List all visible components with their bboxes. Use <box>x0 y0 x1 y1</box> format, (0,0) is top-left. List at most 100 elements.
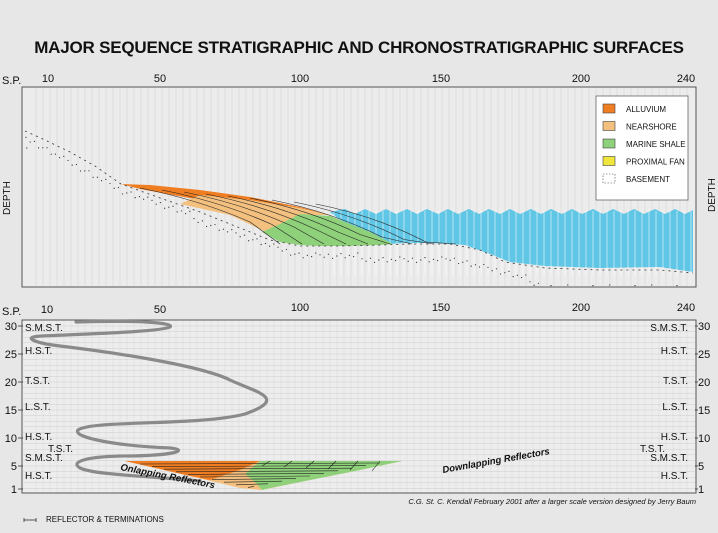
basement-dot <box>479 266 481 268</box>
basement-dot <box>306 254 308 256</box>
basement-dot <box>651 284 653 286</box>
tract-label-right: S.M.S.T. <box>650 323 688 334</box>
basement-dot <box>134 197 136 199</box>
legend-label: NEARSHORE <box>626 123 677 132</box>
tract-label-left: T.S.T. <box>25 376 50 387</box>
basement-dot <box>252 239 254 241</box>
chrono-tick-right: 10 <box>698 433 710 445</box>
sea-level-curve <box>29 319 269 483</box>
basement-dot <box>54 153 57 155</box>
basement-dot <box>529 281 531 283</box>
basement-dot <box>59 157 61 159</box>
water-body <box>330 209 693 272</box>
basement-dot <box>424 257 426 259</box>
basement-dot <box>567 284 569 286</box>
chrono-tick-right: 30 <box>698 321 710 333</box>
basement-dot <box>474 264 476 266</box>
basement-dot <box>210 224 212 227</box>
basement-dot <box>416 261 418 263</box>
basement-dot <box>126 192 128 194</box>
basement-dot <box>122 193 124 195</box>
chrono-reflector <box>163 467 353 470</box>
basement-dot <box>151 199 153 201</box>
sp-tick-top: 10 <box>42 73 54 85</box>
sp-tick-top: 100 <box>291 73 309 85</box>
legend-label: BASEMENT <box>626 175 670 184</box>
chrono-tick-right: 1 <box>698 484 704 496</box>
tract-label-left: H.S.T. <box>25 346 52 357</box>
chrono-tick-left: 30 <box>5 321 17 333</box>
basement-dot <box>38 147 40 149</box>
basement-dot <box>176 211 178 213</box>
basement-dot <box>248 240 250 242</box>
sp-tick-bottom: 50 <box>154 304 166 316</box>
tract-label-left: H.S.T. <box>25 432 52 443</box>
chrono-reflector <box>283 460 293 468</box>
chrono-reflector <box>349 460 359 471</box>
basement-dot <box>130 191 132 193</box>
tract-label-left: T.S.T. <box>48 444 73 455</box>
basement-dots <box>25 136 678 287</box>
basement-dot <box>92 176 94 178</box>
tract-label-right: H.S.T. <box>661 346 688 357</box>
reflector-line <box>205 193 347 245</box>
basement-dot <box>369 257 371 259</box>
depth-label-left: DEPTH <box>2 181 13 215</box>
basement-dot <box>466 260 468 262</box>
sp-tick-top: 150 <box>432 73 450 85</box>
marine-shale-wedge <box>262 214 393 246</box>
basement-dot <box>428 261 430 263</box>
basement-dot <box>470 265 472 267</box>
basement-dot <box>508 270 510 272</box>
basement-dot <box>609 284 611 286</box>
basement-dot <box>71 164 73 166</box>
basement-dot <box>105 178 107 181</box>
basement-dot <box>323 256 325 258</box>
chrono-reflector <box>211 478 297 480</box>
water-stripes <box>333 211 692 275</box>
basement-dot <box>504 272 506 274</box>
tract-label-right: T.S.T. <box>640 444 665 455</box>
basement-dot <box>453 257 455 259</box>
basement-dot <box>285 248 287 251</box>
tract-label-left: S.M.S.T. <box>25 323 63 334</box>
chrono-reflector <box>139 462 381 465</box>
basement-dot <box>399 256 401 258</box>
basement-dot <box>88 170 90 172</box>
legend-label: MARINE SHALE <box>626 140 686 149</box>
chrono-reflector <box>199 475 311 478</box>
page-title: MAJOR SEQUENCE STRATIGRAPHIC AND CHRONOS… <box>34 38 684 57</box>
basement-dot <box>336 255 338 257</box>
chrono-tick-right: 25 <box>698 349 710 361</box>
chrono-tick-left: 5 <box>11 461 17 473</box>
basement-dot <box>298 252 300 254</box>
reflector-line <box>183 191 325 245</box>
chrono-axis-left: 30 25 20 15 10 5 1 <box>5 321 23 496</box>
basement-dot <box>516 274 519 276</box>
chrono-tick-left: 15 <box>5 405 17 417</box>
legend-swatch <box>602 173 616 184</box>
basement-dot <box>260 243 262 246</box>
sp-label-bottom: S.P. <box>2 306 21 318</box>
basement-dot <box>222 228 224 230</box>
basement-dot <box>172 205 174 207</box>
basement-dot <box>231 229 233 231</box>
reflector-line <box>293 201 435 245</box>
legend: ALLUVIUM NEARSHORE MARINE SHALE PROXIMAL FA… <box>595 95 689 201</box>
basement-dot <box>500 273 502 275</box>
chrono-reflectors <box>139 460 381 488</box>
basement-dot <box>201 220 203 222</box>
reflector-line <box>315 203 457 245</box>
chrono-marine-shale <box>245 461 402 490</box>
basement-dot <box>353 256 355 258</box>
legend-swatch <box>602 121 616 131</box>
basement-dot <box>550 285 552 287</box>
reflector-line <box>161 189 303 245</box>
basement-dot <box>193 218 195 220</box>
basement-dot <box>147 196 149 198</box>
basement-dot <box>634 285 636 287</box>
chrono-tick-left: 25 <box>5 349 17 361</box>
sp-tick-top: 200 <box>572 73 590 85</box>
chrono-reflector <box>187 473 325 475</box>
